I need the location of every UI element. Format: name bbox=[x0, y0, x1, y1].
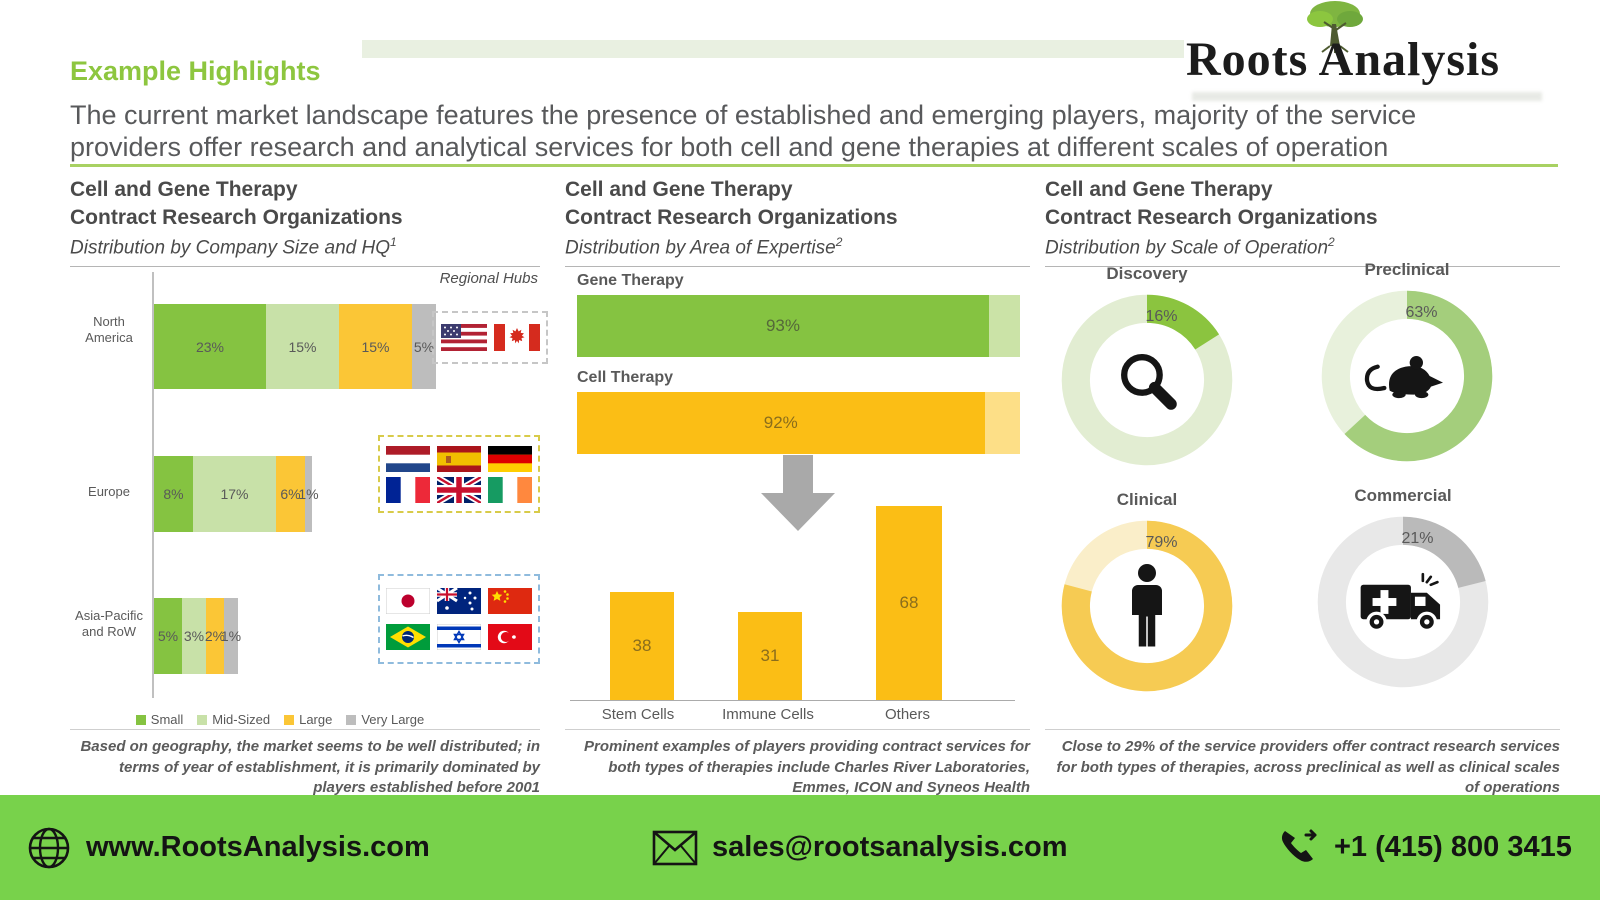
website-link[interactable]: www.RootsAnalysis.com bbox=[86, 831, 430, 863]
legend-swatch-small bbox=[135, 714, 146, 725]
category-label-europe: Europe bbox=[88, 484, 130, 499]
donut-discovery: Discovery 16% bbox=[1047, 264, 1247, 474]
flag-spain-icon bbox=[437, 445, 481, 472]
regional-hubs-north-america bbox=[432, 311, 548, 364]
bar-europe: 8% 17% 6% 1% bbox=[154, 456, 319, 532]
footer-website: www.RootsAnalysis.com bbox=[26, 795, 430, 900]
legend-item-mid-sized: Mid-Sized bbox=[197, 712, 270, 727]
panel-3-title: Cell and Gene Therapy Contract Research … bbox=[1045, 178, 1378, 230]
globe-icon bbox=[28, 827, 70, 868]
flag-united-states-icon bbox=[440, 324, 487, 351]
page-title: Example Highlights bbox=[70, 56, 321, 86]
legend-item-very-large: Very Large bbox=[346, 712, 424, 727]
y-axis-line bbox=[152, 272, 154, 698]
phone-link[interactable]: +1 (415) 800 3415 bbox=[1334, 831, 1572, 863]
flag-ireland-icon bbox=[488, 476, 532, 503]
person-icon bbox=[1126, 562, 1168, 650]
stacked-bar-chart: Regional Hubs North America 23% 15% 15% … bbox=[70, 268, 548, 738]
flag-germany-icon bbox=[488, 445, 532, 472]
discovery-donut-ring bbox=[1061, 294, 1233, 466]
donut-commercial: Commercial 21% bbox=[1303, 486, 1503, 696]
slide-subtitle: The current market landscape features th… bbox=[70, 100, 1530, 164]
legend: Small Mid-Sized Large Very Large bbox=[100, 712, 460, 727]
tree-icon bbox=[1307, 1, 1363, 53]
ambulance-icon bbox=[1358, 571, 1448, 633]
category-label-north-america: North America bbox=[85, 314, 133, 346]
flag-turkey-icon bbox=[488, 624, 532, 650]
panel-3-header: Cell and Gene Therapy Contract Research … bbox=[1045, 176, 1560, 268]
flag-israel-icon bbox=[437, 624, 481, 650]
bar-north-america: 23% 15% 15% 5% bbox=[154, 304, 436, 389]
regional-hubs-asia-pacific bbox=[378, 574, 540, 664]
donut-clinical: Clinical 79% bbox=[1047, 490, 1247, 700]
flag-brazil-icon bbox=[386, 624, 430, 650]
subtitle-line-2: providers offer research and analytical … bbox=[70, 131, 1389, 162]
panel-2-title: Cell and Gene Therapy Contract Research … bbox=[565, 178, 898, 230]
footer-phone: +1 (415) 800 3415 bbox=[1278, 795, 1572, 900]
panel-company-size: Cell and Gene Therapy Contract Research … bbox=[70, 176, 548, 800]
legend-swatch-very-large bbox=[346, 714, 357, 725]
cell-therapy-bar: 92% bbox=[577, 392, 1020, 454]
commercial-donut-ring bbox=[1317, 516, 1489, 688]
panel-area-of-expertise: Cell and Gene Therapy Contract Research … bbox=[565, 176, 1030, 800]
bar-asia-pacific: 5% 3% 2% 1% bbox=[154, 598, 241, 674]
legend-item-large: Large bbox=[284, 712, 332, 727]
flag-australia-icon bbox=[437, 588, 481, 614]
envelope-icon bbox=[652, 830, 698, 865]
footer-email: sales@rootsanalysis.com bbox=[652, 795, 1068, 900]
regional-hubs-europe bbox=[378, 435, 540, 513]
column-chart: 38 31 68 bbox=[570, 506, 1015, 701]
clinical-donut-ring bbox=[1061, 520, 1233, 692]
panel-2-footnote: Prominent examples of players providing … bbox=[565, 729, 1030, 798]
category-label-asia-pacific: Asia-Pacific and RoW bbox=[75, 608, 143, 640]
column-stem-cells: 38 bbox=[610, 592, 674, 700]
subtitle-line-1: The current market landscape features th… bbox=[70, 100, 1417, 130]
flag-netherlands-icon bbox=[386, 445, 430, 472]
cell-therapy-label: Cell Therapy bbox=[577, 369, 674, 386]
panel-1-subtitle: Distribution by Company Size and HQ1 bbox=[70, 234, 397, 259]
flag-china-icon bbox=[488, 588, 532, 614]
panel-scale-of-operation: Cell and Gene Therapy Contract Research … bbox=[1045, 176, 1560, 800]
x-label-immune-cells: Immune Cells bbox=[722, 706, 814, 723]
phone-icon bbox=[1281, 829, 1317, 862]
panel-1-header: Cell and Gene Therapy Contract Research … bbox=[70, 176, 540, 268]
donut-preclinical: Preclinical 63% bbox=[1307, 260, 1507, 470]
down-arrow-icon bbox=[761, 455, 835, 531]
column-others: 68 bbox=[876, 506, 942, 700]
logo: Roots Analysis bbox=[1174, 1, 1574, 106]
legend-swatch-mid-sized bbox=[197, 714, 208, 725]
legend-item-small: Small bbox=[135, 712, 183, 727]
regional-hubs-label: Regional Hubs bbox=[439, 270, 538, 287]
panel-3-subtitle: Distribution by Scale of Operation2 bbox=[1045, 234, 1335, 259]
footer: www.RootsAnalysis.com sales@rootsanalysi… bbox=[0, 795, 1600, 900]
panel-1-title: Cell and Gene Therapy Contract Research … bbox=[70, 178, 403, 230]
logo-text: Roots Analysis bbox=[1186, 33, 1501, 86]
mouse-icon bbox=[1363, 348, 1451, 404]
x-label-stem-cells: Stem Cells bbox=[601, 706, 675, 723]
x-label-others: Others bbox=[884, 706, 930, 723]
preclinical-donut-ring bbox=[1321, 290, 1493, 462]
gene-therapy-bar: 93% bbox=[577, 295, 1020, 357]
column-immune-cells: 31 bbox=[738, 612, 802, 700]
flag-japan-icon bbox=[386, 588, 430, 614]
email-link[interactable]: sales@rootsanalysis.com bbox=[712, 831, 1068, 863]
legend-swatch-large bbox=[284, 714, 295, 725]
flag-canada-icon bbox=[493, 324, 540, 351]
panel-3-footnote: Close to 29% of the service providers of… bbox=[1045, 729, 1560, 798]
panel-2-header: Cell and Gene Therapy Contract Research … bbox=[565, 176, 1030, 268]
magnifier-icon bbox=[1109, 342, 1185, 418]
header-band bbox=[362, 40, 1184, 58]
logo-tagline bbox=[1192, 92, 1542, 101]
panel-1-footnote: Based on geography, the market seems to … bbox=[70, 729, 540, 798]
flag-france-icon bbox=[386, 476, 430, 503]
divider bbox=[70, 164, 1558, 167]
gene-therapy-label: Gene Therapy bbox=[577, 272, 684, 289]
flag-united-kingdom-icon bbox=[437, 476, 481, 503]
panel-2-subtitle: Distribution by Area of Expertise2 bbox=[565, 234, 843, 259]
